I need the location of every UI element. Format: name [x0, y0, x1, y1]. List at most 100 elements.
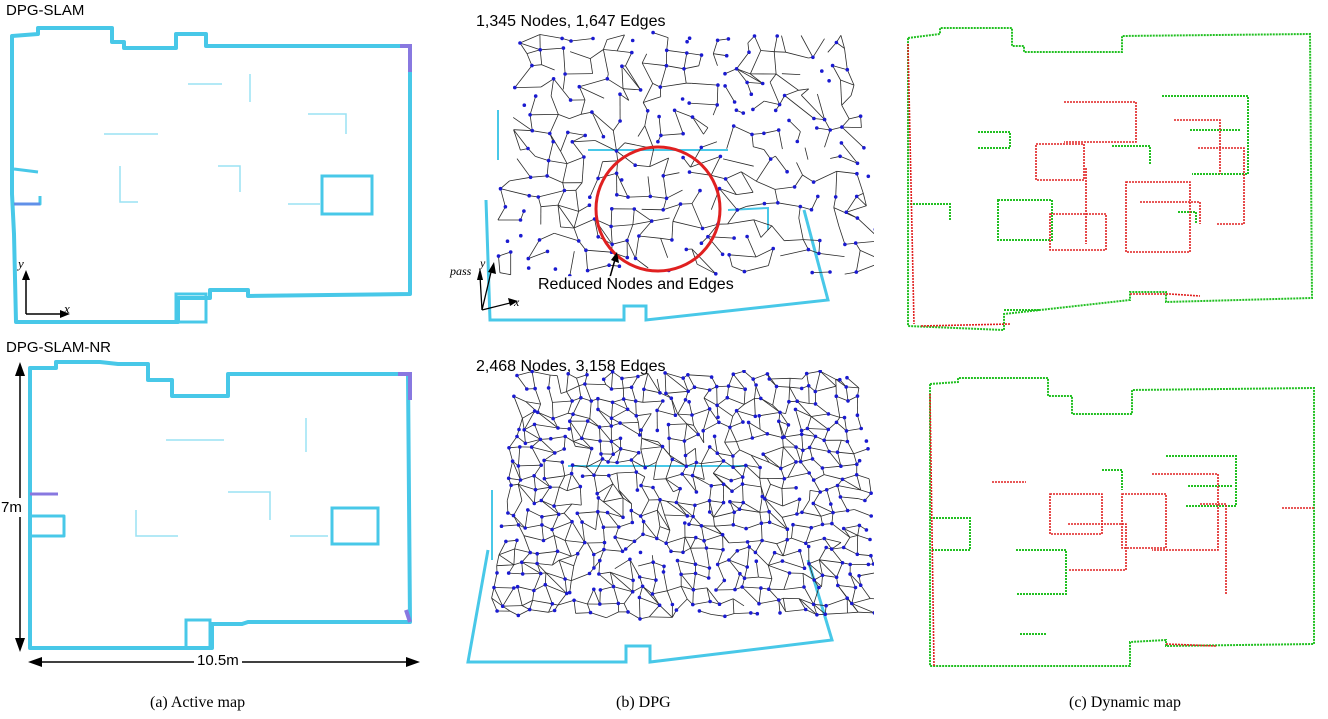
graph-edge — [817, 93, 825, 120]
graph-node — [538, 571, 543, 576]
graph-node — [725, 395, 730, 400]
graph-node — [767, 520, 772, 525]
graph-edge — [578, 204, 590, 212]
graph-edge — [813, 603, 826, 615]
graph-node — [686, 389, 690, 394]
graph-edge — [837, 485, 861, 491]
graph-node — [731, 465, 735, 469]
graph-edge — [770, 483, 783, 489]
graph-edge — [531, 439, 541, 448]
graph-edge — [541, 64, 555, 71]
graph-edge — [700, 463, 705, 480]
graph-edge — [699, 610, 712, 615]
graph-edge — [524, 424, 535, 431]
graph-node — [560, 460, 565, 464]
graph-edge — [785, 401, 790, 414]
graph-edge — [519, 42, 541, 51]
graph-edge — [787, 472, 810, 478]
graph-node — [707, 498, 712, 503]
graph-node — [752, 34, 757, 38]
graph-edge — [759, 496, 763, 513]
graph-edge — [846, 211, 858, 219]
graph-node — [672, 108, 677, 113]
graph-node — [528, 550, 532, 555]
graph-node — [747, 545, 751, 549]
graph-node — [528, 175, 533, 180]
graph-node — [690, 413, 694, 417]
graph-node — [585, 419, 590, 423]
graph-node — [715, 562, 720, 567]
graph-edge — [585, 249, 612, 253]
graph-edge — [741, 586, 760, 604]
graph-node — [623, 547, 628, 551]
graph-edge — [566, 473, 572, 491]
graph-node — [492, 585, 496, 590]
graph-edge — [748, 422, 761, 430]
graph-edge — [798, 88, 809, 91]
graph-edge — [612, 240, 628, 245]
graph-node — [795, 512, 799, 516]
graph-edge — [736, 437, 753, 442]
graph-edge — [812, 458, 823, 469]
graph-node — [536, 195, 541, 199]
graph-edge — [530, 175, 548, 178]
graph-node — [535, 551, 539, 556]
graph-edge — [836, 395, 849, 402]
graph-edge — [649, 157, 669, 167]
graph-node — [683, 453, 688, 458]
graph-edge — [839, 155, 858, 164]
graph-edge — [513, 500, 523, 516]
graph-edge — [533, 489, 536, 504]
graph-node — [823, 612, 828, 616]
graph-node — [550, 527, 554, 532]
graph-edge — [560, 132, 569, 152]
graph-edge — [643, 96, 661, 103]
graph-edge — [724, 68, 737, 75]
graph-edge — [688, 523, 702, 527]
graph-edge — [498, 256, 501, 273]
graph-node — [609, 439, 614, 444]
graph-edge — [831, 542, 842, 550]
graph-edge — [729, 501, 735, 513]
graph-edge — [548, 141, 554, 161]
graph-node — [855, 171, 859, 176]
graph-edge — [616, 448, 622, 463]
graph-edge — [660, 82, 687, 88]
graph-edge — [717, 559, 730, 565]
graph-edge — [534, 424, 541, 440]
graph-edge — [715, 580, 725, 591]
graph-edge — [640, 499, 650, 517]
graph-node — [553, 267, 558, 271]
graph-edge — [752, 100, 765, 110]
graph-edge — [631, 387, 637, 402]
graph-edge — [664, 514, 688, 517]
graph-edge — [649, 616, 673, 618]
graph-node — [822, 438, 826, 443]
graph-edge — [616, 194, 629, 198]
graph-node — [637, 575, 642, 579]
graph-edge — [843, 537, 851, 548]
graph-edge — [656, 509, 671, 531]
graph-edge — [514, 65, 533, 88]
graph-edge — [840, 496, 848, 511]
graph-node — [690, 115, 695, 119]
graph-edge — [713, 511, 735, 518]
graph-edge — [841, 118, 850, 128]
graph-edge — [680, 203, 693, 205]
graph-edge — [750, 73, 763, 84]
graph-edge — [599, 440, 602, 454]
graph-edge — [805, 527, 812, 544]
graph-edge — [544, 572, 547, 585]
graph-edge — [598, 573, 614, 587]
graph-node — [658, 85, 663, 89]
graph-edge — [860, 489, 872, 494]
graph-node — [833, 195, 838, 199]
graph-edge — [840, 35, 845, 49]
graph-node — [648, 194, 653, 199]
graph-edge — [637, 125, 646, 137]
graph-node — [678, 202, 683, 206]
graph-edge — [590, 49, 604, 59]
graph-node — [701, 428, 705, 433]
graph-edge — [648, 604, 660, 618]
graph-node — [714, 588, 718, 592]
